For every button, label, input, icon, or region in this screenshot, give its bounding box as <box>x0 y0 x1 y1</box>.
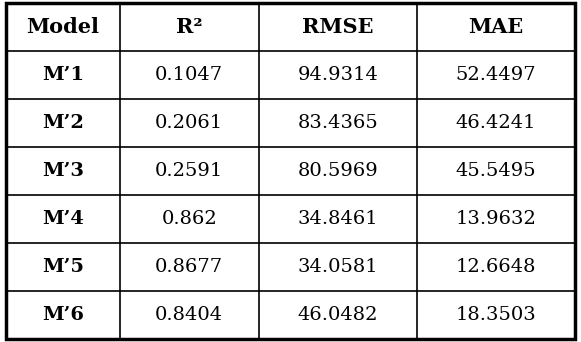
Text: 18.3503: 18.3503 <box>456 306 536 324</box>
Text: 34.0581: 34.0581 <box>297 258 378 276</box>
Text: M’3: M’3 <box>42 162 84 180</box>
Text: MAE: MAE <box>468 17 523 37</box>
Text: 0.8677: 0.8677 <box>155 258 223 276</box>
Text: R²: R² <box>176 17 203 37</box>
Text: M’4: M’4 <box>42 210 84 228</box>
Text: 0.2591: 0.2591 <box>155 162 224 180</box>
Text: 0.1047: 0.1047 <box>155 66 223 84</box>
Text: 34.8461: 34.8461 <box>297 210 378 228</box>
Text: 80.5969: 80.5969 <box>297 162 378 180</box>
Text: RMSE: RMSE <box>302 17 374 37</box>
Text: M’5: M’5 <box>42 258 84 276</box>
Text: 12.6648: 12.6648 <box>456 258 536 276</box>
Text: 0.8404: 0.8404 <box>155 306 223 324</box>
Text: 94.9314: 94.9314 <box>297 66 378 84</box>
Text: 13.9632: 13.9632 <box>456 210 536 228</box>
Text: 0.2061: 0.2061 <box>155 114 223 132</box>
Text: M’6: M’6 <box>42 306 84 324</box>
Text: M’2: M’2 <box>42 114 84 132</box>
Text: 52.4497: 52.4497 <box>456 66 536 84</box>
Text: 46.4241: 46.4241 <box>456 114 536 132</box>
Text: 0.862: 0.862 <box>162 210 217 228</box>
Text: Model: Model <box>26 17 99 37</box>
Text: 45.5495: 45.5495 <box>456 162 536 180</box>
Text: 83.4365: 83.4365 <box>297 114 378 132</box>
Text: 46.0482: 46.0482 <box>297 306 378 324</box>
Text: M’1: M’1 <box>42 66 84 84</box>
